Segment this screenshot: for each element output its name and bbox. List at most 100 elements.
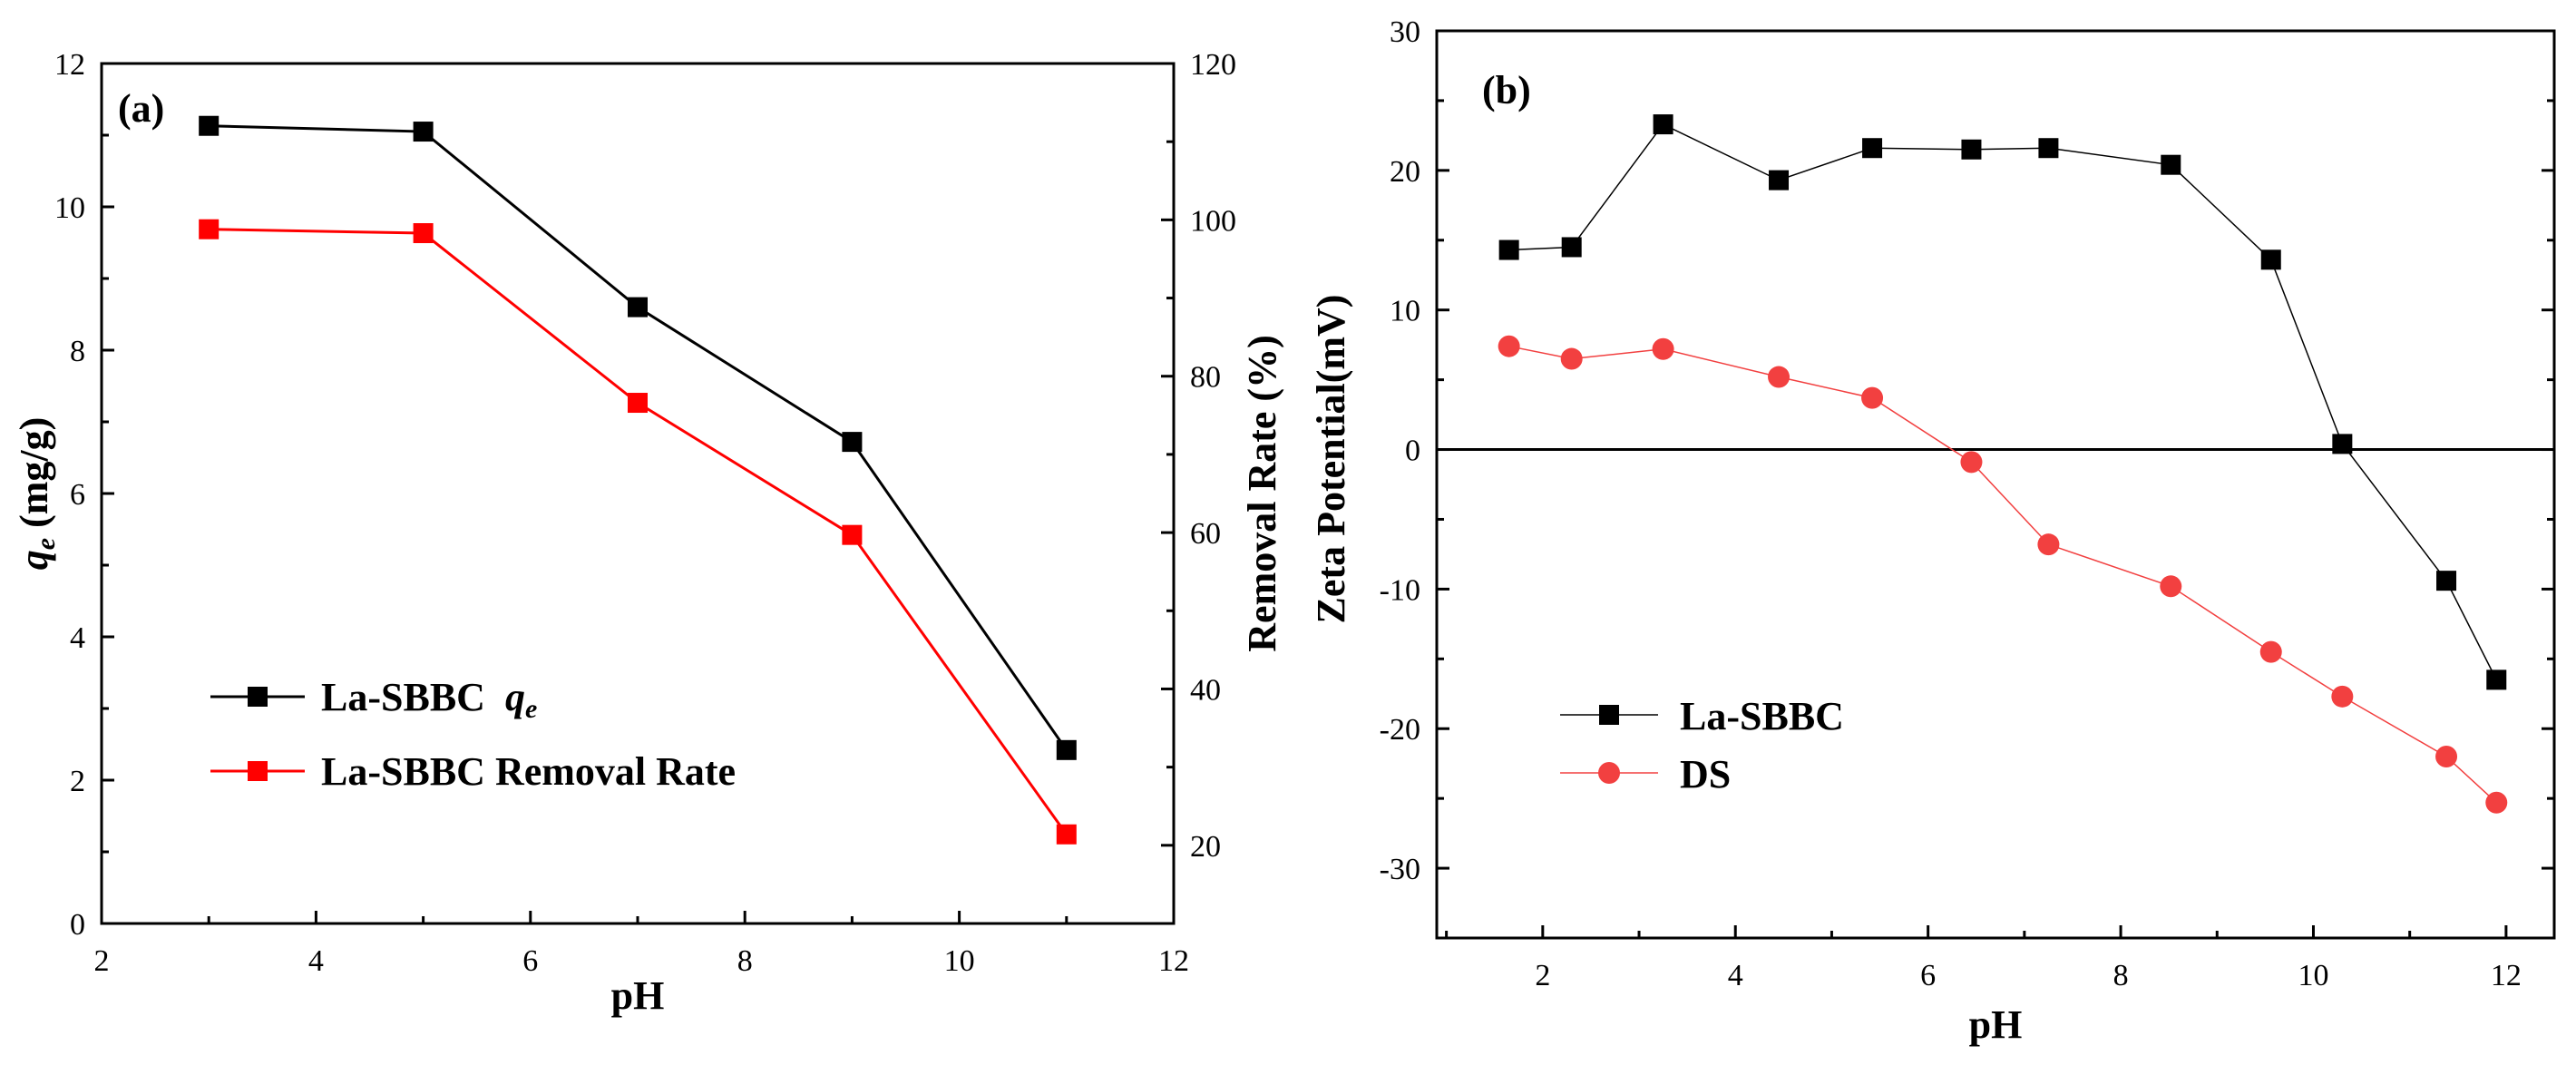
legend-a-0-label: La-SBBC qe — [321, 675, 537, 724]
b-series-1-point — [2331, 685, 2354, 708]
a-y-tick-label: 2 — [70, 765, 85, 798]
a-y-tick-label: 6 — [70, 478, 85, 512]
a-y2-tick-label: 100 — [1190, 204, 1236, 238]
a-x-tick-label: 12 — [1158, 944, 1189, 978]
b-series-0-line — [1508, 123, 2497, 680]
panel-a-y2-axis-title: Removal Rate (%) — [1240, 335, 1284, 651]
a-y-tick-label: 8 — [70, 335, 85, 368]
a-series-1-point — [413, 223, 434, 244]
a-series-1-point — [842, 524, 863, 545]
b-series-1-point — [2160, 575, 2182, 598]
b-series-0-point — [1961, 139, 1982, 160]
a-series-0-point — [842, 432, 863, 453]
b-y-tick-label: 10 — [1390, 295, 1420, 328]
a-y2-tick-label: 120 — [1190, 48, 1236, 82]
b-y-tick-label: -30 — [1380, 853, 1420, 886]
b-series-1-point — [1861, 386, 1884, 409]
b-series-1-point — [1960, 451, 1983, 474]
panel-a-legend: La-SBBC qe La-SBBC Removal Rate — [210, 675, 736, 794]
b-y-tick-label: -10 — [1380, 573, 1420, 607]
b-series-1-line — [1508, 345, 2497, 804]
panel-a-plot-frame — [100, 62, 1176, 925]
a-series-1-line — [209, 228, 1068, 835]
panel-a-label: (a) — [118, 86, 164, 131]
a-series-0-point — [199, 115, 220, 136]
b-x-tick-label: 6 — [1920, 959, 1936, 992]
panel-a-y-axis-title: qe (mg/g) — [12, 417, 61, 571]
b-series-0-point — [2038, 138, 2059, 159]
b-series-0-point — [1862, 138, 1883, 159]
a-series-0-point — [1056, 739, 1077, 760]
b-series-0-point — [2486, 669, 2507, 690]
b-series-1-point — [2037, 533, 2060, 556]
panel-a-series — [199, 115, 1077, 845]
legend-a-0-var: q — [505, 675, 525, 719]
panel-a-x-axis-title: pH — [611, 973, 665, 1018]
b-series-0-point — [2332, 434, 2353, 454]
panel-b-y-axis-title: Zeta Potential(mV) — [1309, 295, 1353, 624]
panel-a-y-axis-title-var: q — [12, 550, 56, 570]
b-series-1-point — [2435, 746, 2458, 767]
a-y2-tick-label: 80 — [1190, 361, 1221, 395]
panel-a-y-axis-title-unit: (mg/g) — [12, 417, 56, 538]
panel-b-legend: La-SBBC DS — [1560, 694, 1844, 796]
b-x-tick-label: 4 — [1728, 959, 1743, 992]
b-y-tick-label: 0 — [1405, 435, 1420, 468]
panel-b-label: (b) — [1482, 68, 1531, 112]
b-x-tick-label: 10 — [2298, 959, 2328, 992]
legend-a-1-marker — [248, 761, 268, 781]
b-series-1-point — [1560, 347, 1583, 370]
panel-b-plot-frame — [1435, 29, 2556, 940]
a-x-tick-label: 8 — [737, 944, 753, 978]
legend-a-0-marker — [248, 687, 268, 707]
legend-b-0-marker — [1599, 705, 1619, 725]
b-x-tick-label: 8 — [2113, 959, 2129, 992]
b-x-tick-label: 12 — [2491, 959, 2522, 992]
b-y-tick-label: -20 — [1380, 713, 1420, 747]
a-y2-tick-label: 20 — [1190, 830, 1221, 864]
legend-b-1-label: DS — [1680, 752, 1731, 796]
panel-b-series — [1498, 114, 2508, 814]
legend-b-0-label: La-SBBC — [1680, 694, 1844, 738]
b-series-1-point — [1768, 366, 1791, 388]
b-series-1-point — [2259, 640, 2282, 663]
a-series-1-point — [1056, 824, 1077, 845]
a-series-0-point — [628, 297, 648, 318]
b-series-0-point — [2161, 154, 2181, 175]
a-y2-tick-label: 40 — [1190, 673, 1221, 707]
b-y-tick-label: 30 — [1390, 15, 1420, 49]
b-x-tick-label: 2 — [1535, 959, 1550, 992]
b-series-1-point — [2485, 791, 2508, 814]
b-series-0-point — [2260, 249, 2281, 270]
legend-a-1-label: La-SBBC Removal Rate — [321, 749, 736, 794]
a-x-tick-label: 10 — [944, 944, 975, 978]
a-series-1-point — [628, 393, 648, 414]
b-series-0-point — [2436, 571, 2457, 591]
a-x-tick-label: 2 — [94, 944, 110, 978]
b-series-0-point — [1498, 239, 1519, 260]
a-x-tick-label: 6 — [522, 944, 538, 978]
b-series-0-point — [1653, 114, 1673, 135]
a-y-tick-label: 4 — [70, 621, 85, 655]
b-series-1-point — [1498, 335, 1520, 357]
panel-b-ticks: 2 4 6 8 10 12 -30 -20 -10 0 10 20 30 — [1380, 15, 2554, 992]
a-series-0-point — [413, 122, 434, 142]
a-y-tick-label: 10 — [54, 191, 85, 225]
legend-a-0-sub: e — [525, 694, 537, 724]
b-series-0-point — [1561, 237, 1582, 258]
panel-b-chart: 2 4 6 8 10 12 -30 -20 -10 0 10 20 30 (b) pH Zeta Pot… — [1309, 15, 2556, 1047]
a-y-tick-label: 12 — [54, 48, 85, 82]
a-y2-tick-label: 60 — [1190, 517, 1221, 551]
b-series-1-point — [1652, 337, 1674, 360]
a-series-1-point — [199, 219, 220, 239]
b-y-tick-label: 20 — [1390, 155, 1420, 189]
legend-b-1-marker — [1598, 762, 1620, 784]
a-y-tick-label: 0 — [70, 908, 85, 942]
b-series-0-point — [1769, 170, 1790, 191]
panel-a-y-axis-title-sub: e — [31, 538, 61, 550]
a-x-tick-label: 4 — [308, 944, 324, 978]
legend-a-0-name: La-SBBC — [321, 675, 485, 719]
